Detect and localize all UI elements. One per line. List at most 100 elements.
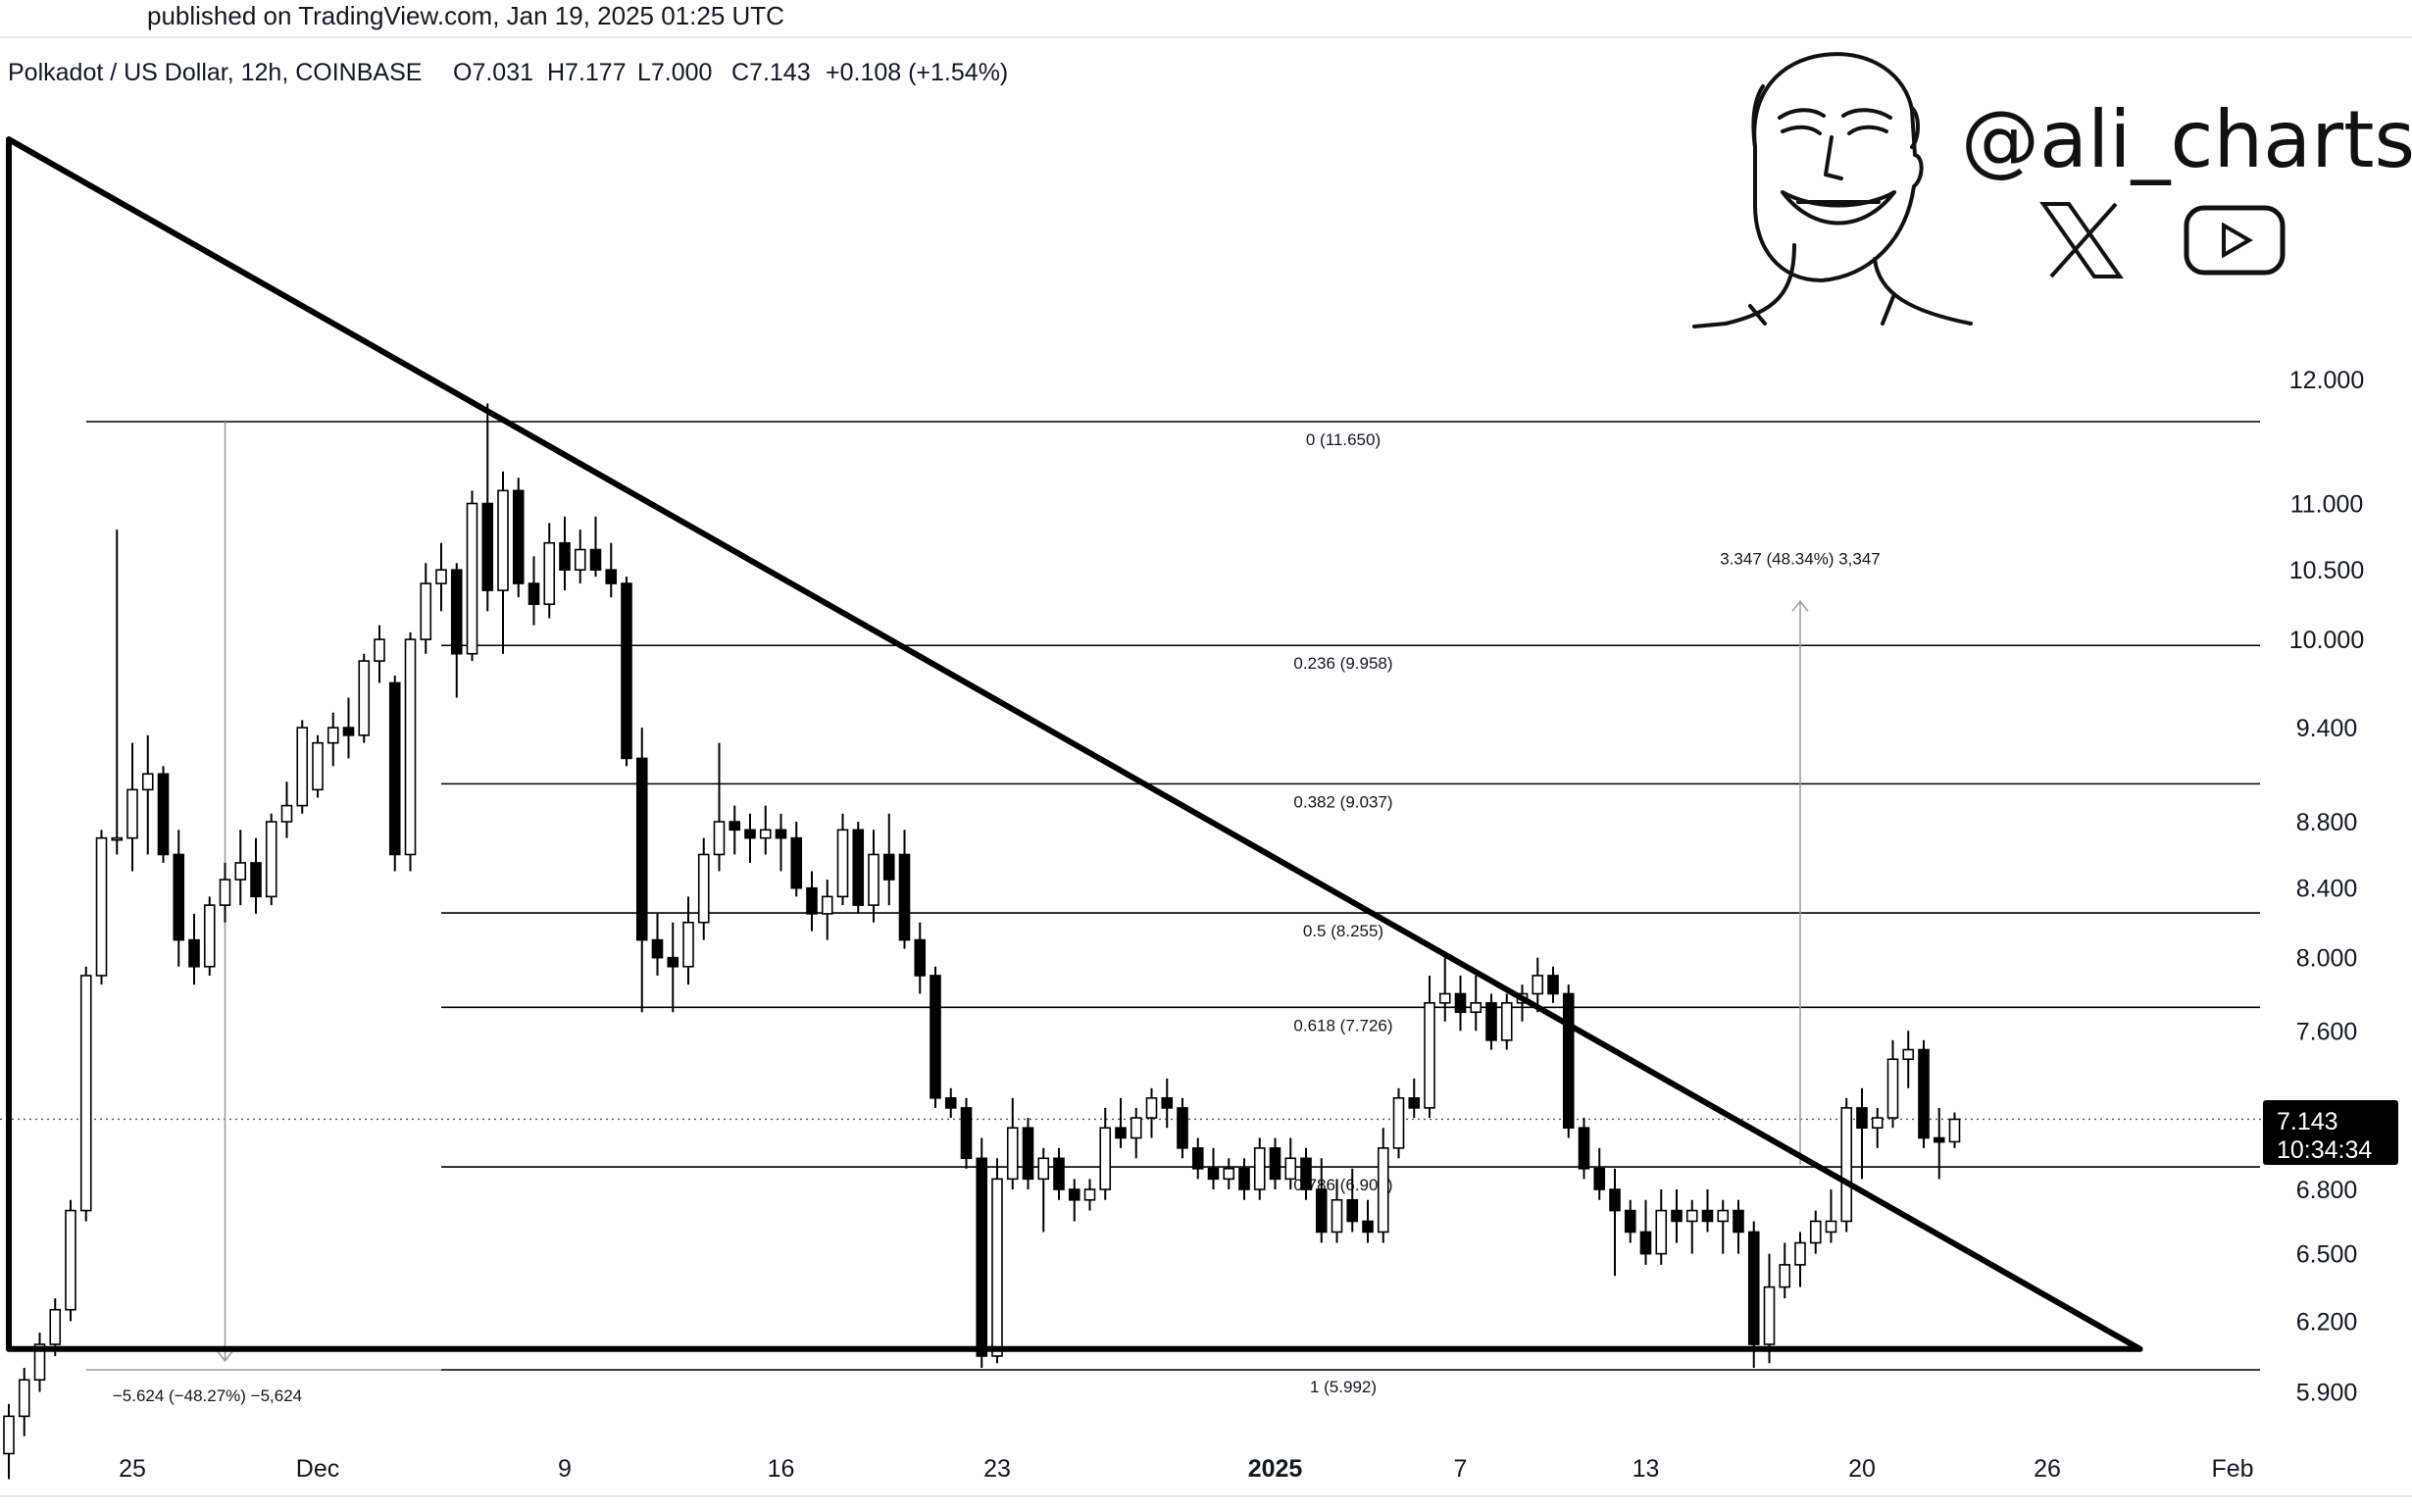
- candle: [1871, 1107, 1884, 1148]
- time-tick-label: 2025: [1248, 1455, 1303, 1483]
- candle-body: [1562, 992, 1575, 1130]
- candle: [1238, 1158, 1250, 1200]
- candle-body: [1763, 1285, 1776, 1345]
- candle-body: [1331, 1198, 1343, 1234]
- candle: [1083, 1179, 1096, 1211]
- candle: [1068, 1179, 1080, 1222]
- candle-body: [466, 502, 478, 655]
- candle-body: [173, 853, 185, 941]
- candle-body: [126, 788, 138, 839]
- candle: [697, 837, 710, 940]
- time-tick-label: 7: [1454, 1455, 1468, 1483]
- candle: [775, 813, 787, 872]
- candle: [528, 556, 540, 626]
- candle-body: [404, 638, 417, 856]
- candle: [898, 830, 911, 949]
- candle-body: [651, 938, 664, 959]
- price-tick-label: 9.400: [2296, 715, 2358, 742]
- time-tick-label: 9: [558, 1455, 572, 1483]
- candle-body: [157, 773, 170, 856]
- candle: [1053, 1147, 1065, 1200]
- ohlc-low: L7.000: [637, 59, 712, 86]
- candle-body: [1238, 1167, 1250, 1190]
- candle-body: [1671, 1209, 1683, 1223]
- time-tick-label: 26: [2034, 1455, 2061, 1483]
- candle-body: [621, 582, 632, 760]
- candle: [3, 1403, 15, 1480]
- candle: [1362, 1199, 1374, 1243]
- candle-body: [327, 727, 339, 744]
- time-tick-label: 20: [1848, 1455, 1876, 1483]
- candle: [1223, 1158, 1235, 1190]
- candle: [1547, 966, 1559, 1003]
- candle-body: [1717, 1209, 1730, 1223]
- price-tick-label: 5.900: [2296, 1380, 2358, 1407]
- candle-body: [1685, 1209, 1698, 1223]
- candle-body: [1022, 1127, 1034, 1181]
- candle-body: [605, 569, 618, 584]
- candle-body: [1902, 1048, 1915, 1061]
- candle: [882, 813, 895, 906]
- time-tick-label: Feb: [2211, 1455, 2253, 1483]
- candle-body: [559, 541, 571, 571]
- candle-body: [960, 1107, 973, 1160]
- candle: [744, 813, 756, 863]
- author-branding: @ali_charts: [1692, 52, 2412, 328]
- candle-body: [1825, 1220, 1837, 1234]
- symbol-title: Polkadot / US Dollar, 12h, COINBASE: [8, 59, 422, 86]
- candle-body: [203, 904, 216, 968]
- candle: [1145, 1087, 1158, 1138]
- candle: [1717, 1199, 1730, 1254]
- candle-body: [1701, 1209, 1714, 1223]
- fib-level-label: 0.236 (9.958): [1293, 654, 1392, 673]
- candle: [157, 766, 170, 863]
- candle: [667, 922, 679, 1013]
- candle-body: [342, 727, 355, 736]
- candle: [126, 742, 138, 872]
- measure-arrow-head: [216, 1350, 234, 1363]
- candle: [1161, 1078, 1174, 1129]
- price-axis[interactable]: 12.000 11.000 10.500 10.000 9.400 8.800 8.400 8…: [2289, 367, 2364, 1407]
- candle: [1624, 1199, 1636, 1243]
- candle-body: [821, 895, 833, 915]
- candle-body: [1655, 1209, 1668, 1255]
- bar-countdown: 10:34:34: [2277, 1136, 2372, 1164]
- candle: [1177, 1097, 1188, 1159]
- candle-body: [1578, 1127, 1590, 1170]
- candle: [1701, 1189, 1714, 1233]
- ohlc-close: C7.143: [731, 59, 811, 86]
- price-tick-label: 10.000: [2289, 627, 2364, 654]
- candle-body: [759, 829, 772, 839]
- descending-triangle[interactable]: [6, 136, 2143, 1352]
- last-price-badge: [2263, 1100, 2398, 1165]
- candle-body: [775, 829, 787, 839]
- candle-body: [882, 853, 895, 881]
- price-tick-label: 11.000: [2290, 490, 2364, 518]
- candle: [821, 880, 833, 940]
- measure-label: −5.624 (−48.27%) −5,624: [113, 1386, 302, 1405]
- candle: [312, 734, 324, 798]
- author-handle: @ali_charts: [1961, 94, 2412, 185]
- time-axis[interactable]: 25 Dec 9 16 23 2025 7 13 20 26 Feb: [119, 1455, 2253, 1483]
- x-logo-icon: [2039, 202, 2124, 278]
- candle: [1733, 1199, 1744, 1254]
- candle-body: [1856, 1107, 1868, 1130]
- candle: [1284, 1137, 1297, 1190]
- candle-body: [713, 821, 726, 856]
- candle: [203, 896, 216, 976]
- price-tick-label: 8.800: [2296, 809, 2358, 836]
- avatar-face-icon: [1692, 52, 1973, 328]
- candle-body: [1346, 1198, 1359, 1223]
- time-tick-label: 16: [768, 1455, 795, 1483]
- candle: [95, 830, 108, 985]
- candle-body: [1099, 1127, 1112, 1190]
- candle: [79, 966, 92, 1222]
- candle-body: [1115, 1127, 1127, 1139]
- candlesticks: [3, 403, 1961, 1480]
- fibonacci-retracement[interactable]: 0 (11.650) 0.236 (9.958) 0.382 (9.037) 0.5 …: [86, 421, 2260, 1396]
- candle-body: [1918, 1048, 1930, 1139]
- candle: [944, 1087, 957, 1119]
- candle-body: [435, 569, 447, 584]
- candle: [868, 830, 879, 923]
